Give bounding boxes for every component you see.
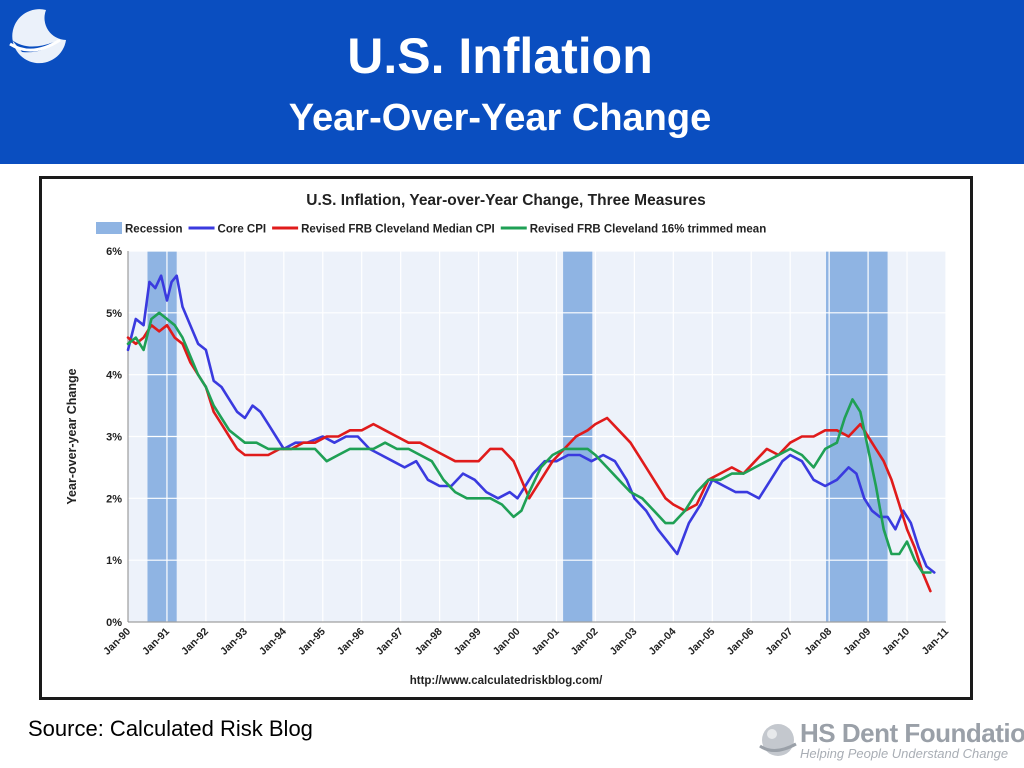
legend-swatch-0 xyxy=(96,222,122,234)
source-note: Source: Calculated Risk Blog xyxy=(28,716,313,741)
series-line-0 xyxy=(126,274,936,574)
y-tick-label-4: 4% xyxy=(106,370,122,382)
series-line-1 xyxy=(126,323,932,593)
hs-dent-foundation-logo: HS Dent Foundation Helping People Unders… xyxy=(752,718,1024,762)
y-axis-label: Year-over-year Change xyxy=(65,368,79,504)
x-tick-label-16: Jan-06 xyxy=(724,626,756,658)
legend-label-1: Core CPI xyxy=(218,224,267,236)
x-tick-label-18: Jan-08 xyxy=(802,626,834,658)
slide-subtitle: Year-Over-Year Change xyxy=(288,97,712,139)
x-tick-label-0: Jan-90 xyxy=(101,626,133,658)
hs-dent-globe-icon xyxy=(759,724,797,756)
x-tick-label-19: Jan-09 xyxy=(841,626,873,658)
x-tick-label-1: Jan-91 xyxy=(140,626,172,658)
x-tick-label-6: Jan-96 xyxy=(335,626,367,658)
x-tick-label-10: Jan-00 xyxy=(491,626,523,658)
y-tick-label-3: 3% xyxy=(106,432,122,444)
x-tick-label-3: Jan-93 xyxy=(218,626,250,658)
y-tick-label-1: 1% xyxy=(106,555,122,567)
legend-label-3: Revised FRB Cleveland 16% trimmed mean xyxy=(530,224,766,236)
chart-title: U.S. Inflation, Year-over-Year Change, T… xyxy=(306,192,705,209)
x-tick-label-9: Jan-99 xyxy=(452,626,484,658)
inflation-chart: U.S. Inflation, Year-over-Year Change, T… xyxy=(65,192,952,687)
x-tick-label-17: Jan-07 xyxy=(763,626,795,658)
legend-label-0: Recession xyxy=(125,224,183,236)
x-tick-label-15: Jan-05 xyxy=(685,626,717,658)
legend-label-2: Revised FRB Cleveland Median CPI xyxy=(301,224,495,236)
y-tick-label-5: 5% xyxy=(106,308,122,320)
x-tick-label-14: Jan-04 xyxy=(646,626,678,658)
x-tick-label-12: Jan-02 xyxy=(569,626,601,658)
slide-title: U.S. Inflation xyxy=(347,28,653,84)
logo-tagline: Helping People Understand Change xyxy=(800,746,1009,761)
x-tick-label-21: Jan-11 xyxy=(920,626,952,658)
slide-header: U.S. Inflation Year-Over-Year Change xyxy=(0,0,1024,164)
x-tick-label-20: Jan-10 xyxy=(880,626,912,658)
logo-name: HS Dent Foundation xyxy=(800,718,1024,748)
x-tick-label-2: Jan-92 xyxy=(179,626,211,658)
x-tick-label-4: Jan-94 xyxy=(257,626,289,658)
series-line-2 xyxy=(126,311,932,574)
chart-frame: U.S. Inflation, Year-over-Year Change, T… xyxy=(39,176,973,700)
chart-url: http://www.calculatedriskblog.com/ xyxy=(410,675,603,687)
x-tick-label-11: Jan-01 xyxy=(530,626,562,658)
y-tick-label-2: 2% xyxy=(106,493,122,505)
hs-dent-globe-logo-icon xyxy=(9,9,67,64)
x-tick-label-8: Jan-98 xyxy=(413,626,445,658)
y-tick-label-0: 0% xyxy=(106,617,122,629)
x-tick-label-13: Jan-03 xyxy=(607,626,639,658)
x-tick-label-7: Jan-97 xyxy=(374,626,406,658)
x-tick-label-5: Jan-95 xyxy=(296,626,328,658)
y-tick-label-6: 6% xyxy=(106,246,122,258)
